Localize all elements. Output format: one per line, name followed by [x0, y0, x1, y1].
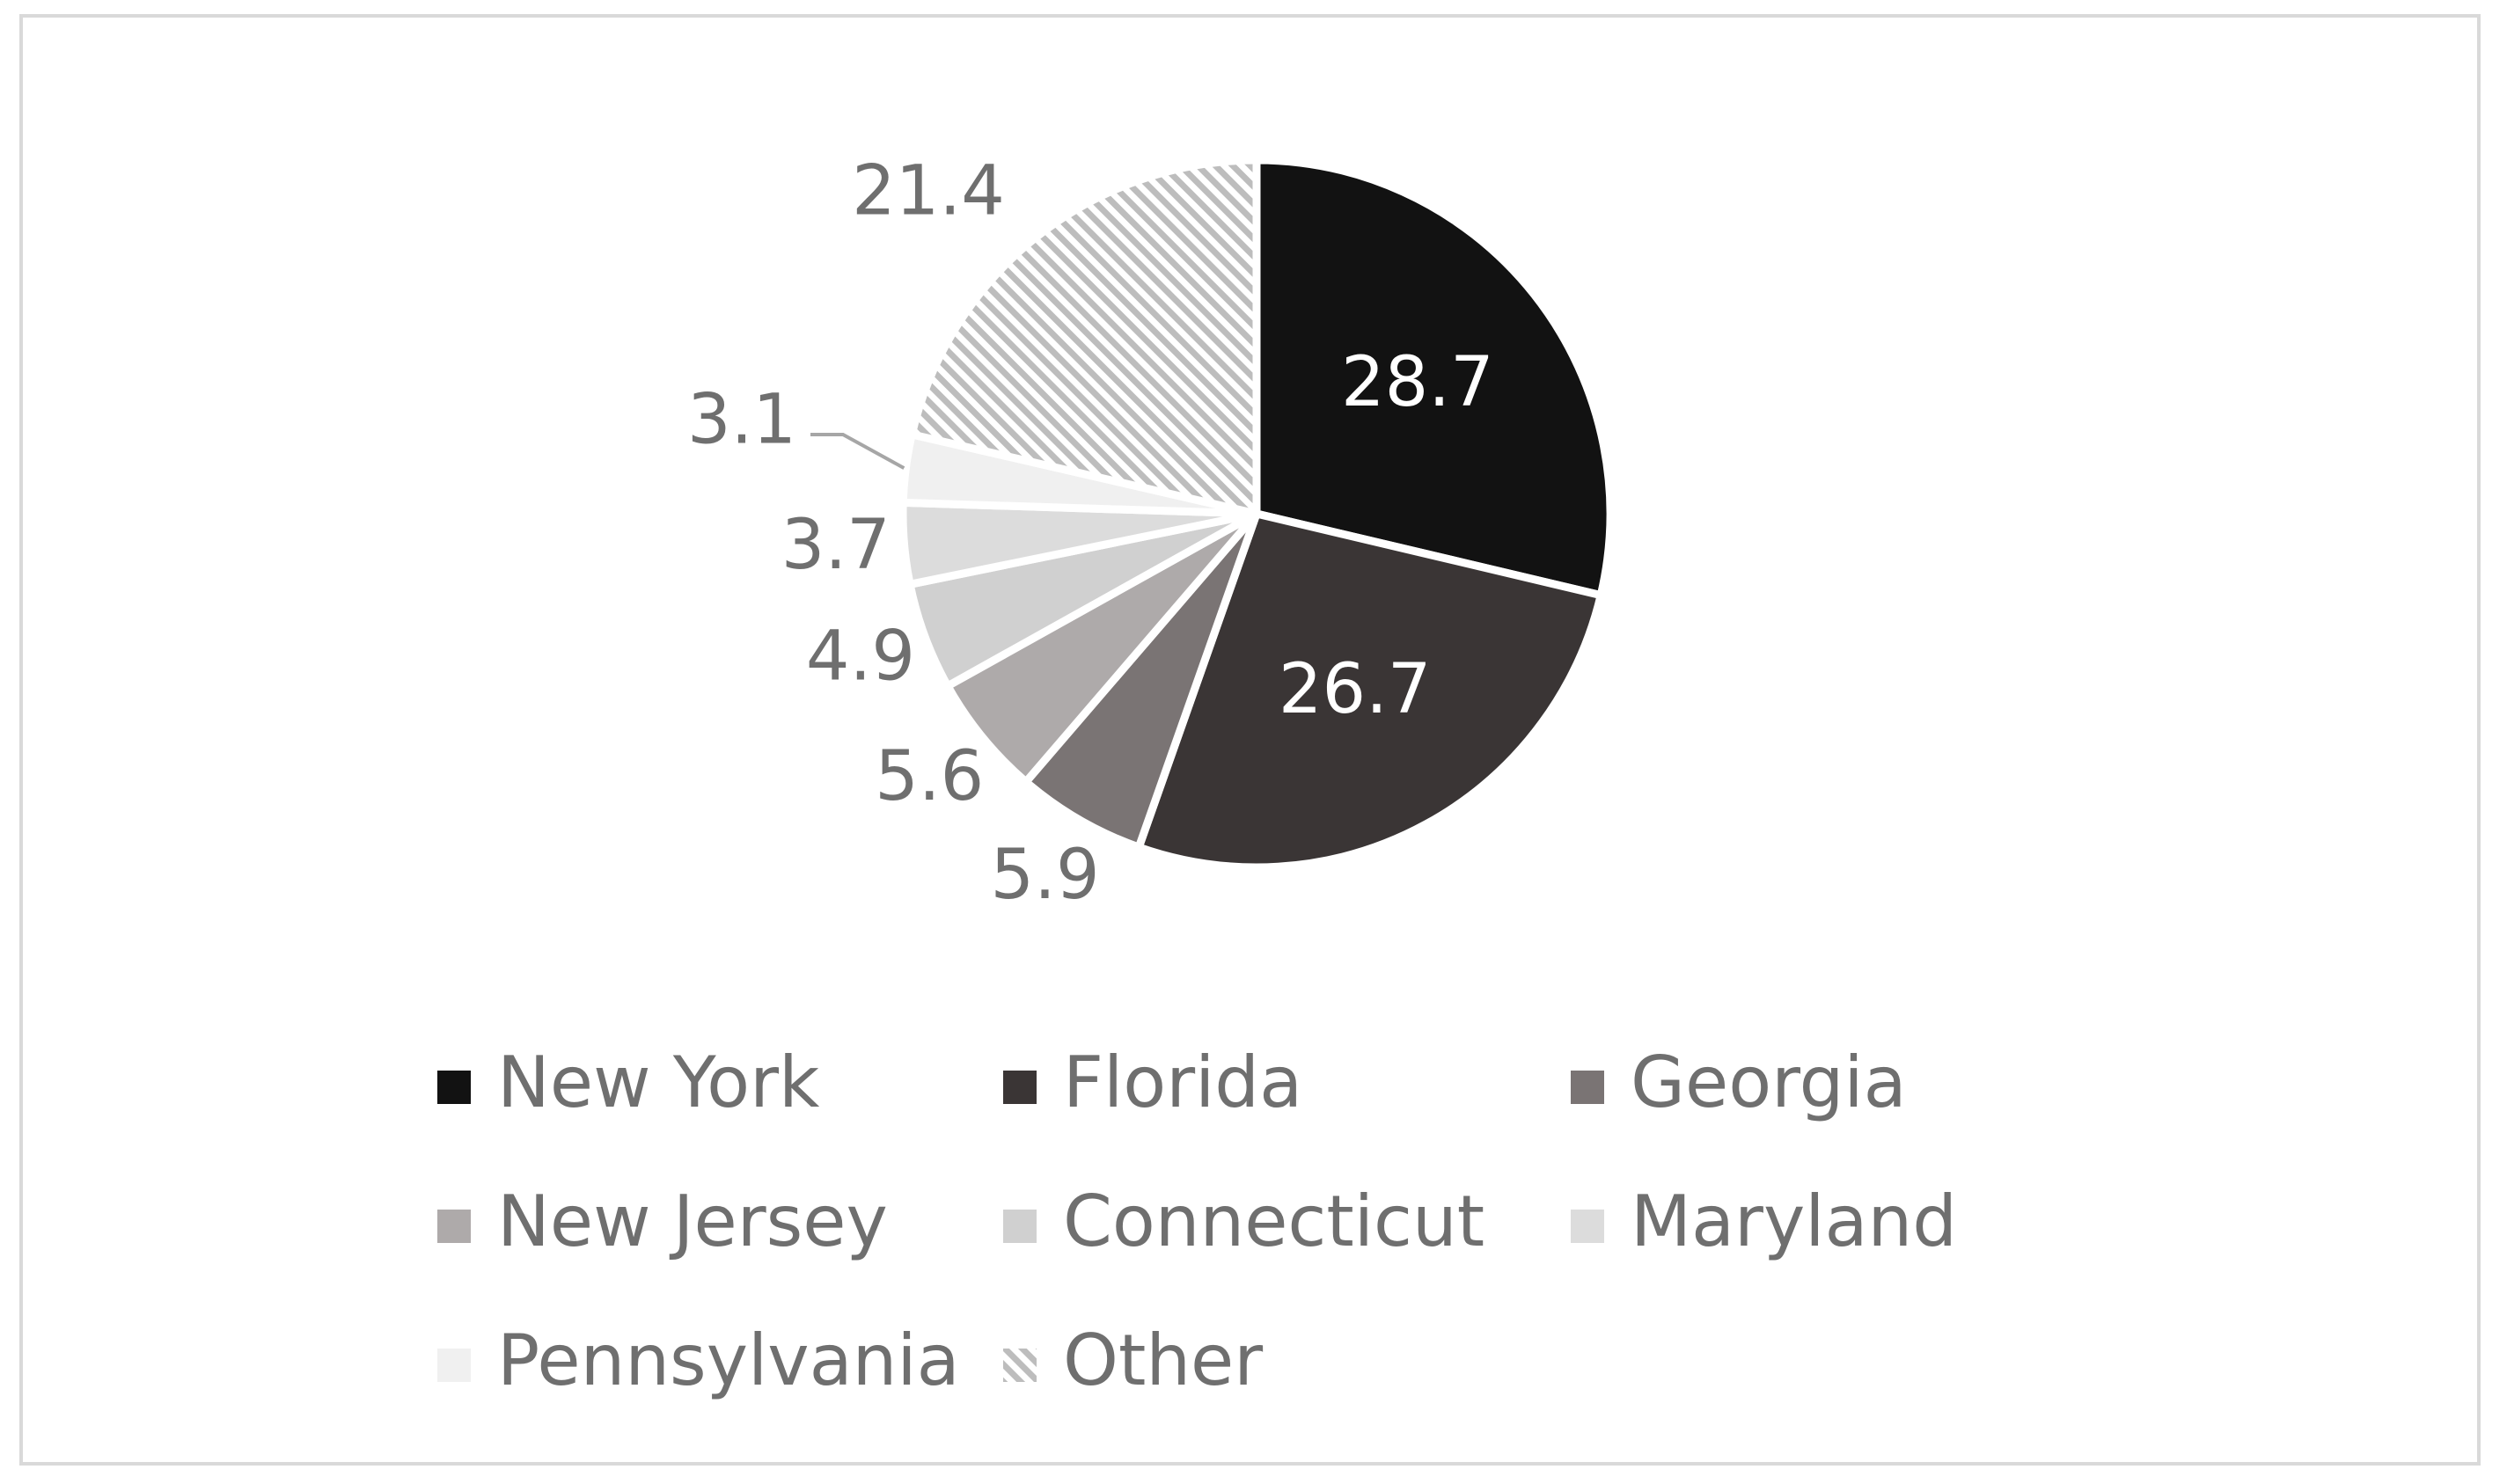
legend-label-florida: Florida [1063, 1042, 1302, 1123]
legend-label-new-york: New York [497, 1042, 820, 1123]
pie-slice-other [907, 156, 1261, 518]
data-label-georgia: 5.9 [991, 836, 1100, 915]
data-label-florida: 26.7 [1279, 650, 1432, 729]
legend-label-pennsylvania: Pennsylvania [497, 1320, 960, 1401]
legend-swatch-georgia [1571, 1071, 1604, 1104]
legend-swatch-new-york [437, 1071, 471, 1104]
legend-swatch-connecticut [1003, 1210, 1037, 1243]
data-label-maryland: 3.7 [781, 506, 891, 585]
legend-swatch-new-jersey [437, 1210, 471, 1243]
legend-label-maryland: Maryland [1631, 1181, 1957, 1262]
legend-swatch-pennsylvania [437, 1349, 471, 1382]
legend-label-connecticut: Connecticut [1063, 1181, 1484, 1262]
pie-slice-florida [1134, 509, 1605, 872]
data-labels: 28.7 26.7 5.95.6 4.9 3.7 3.1 21.4 [687, 151, 1494, 914]
data-label-other: 21.4 [852, 151, 1005, 230]
legend-swatch-other [1003, 1349, 1037, 1382]
legend-label-other: Other [1063, 1320, 1263, 1401]
legend-swatch-maryland [1571, 1210, 1604, 1243]
leader-line-pennsylvania [810, 433, 905, 470]
legend-label-georgia: Georgia [1631, 1042, 1907, 1123]
legend-label-new-jersey: New Jersey [497, 1181, 888, 1262]
legend-swatch-florida [1003, 1071, 1037, 1104]
data-label-new-york: 28.7 [1341, 343, 1494, 422]
data-label-pennsylvania: 3.1 [687, 380, 796, 459]
pie-slice-new-york [1252, 156, 1615, 600]
data-label-connecticut: 4.9 [806, 617, 915, 696]
legend: New York Florida Georgia New Jersey Connecti… [437, 1042, 1957, 1401]
pie-slices [898, 156, 1615, 872]
data-label-new-jersey: 5.6 [875, 737, 984, 816]
